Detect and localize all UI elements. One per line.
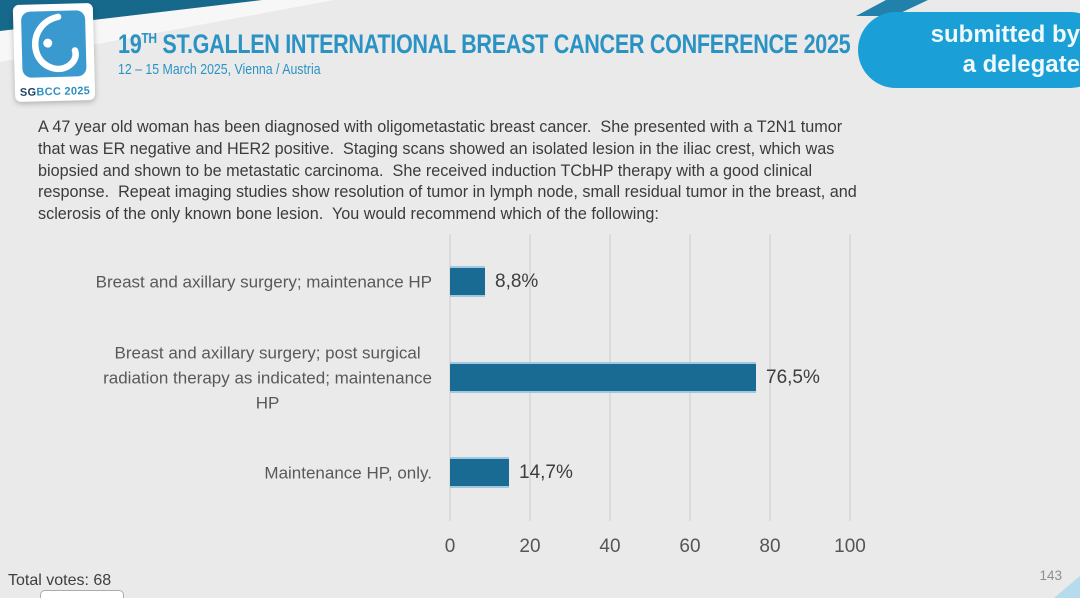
breast-logo-icon	[20, 10, 87, 78]
category-label: Breast and axillary surgery; maintenance…	[95, 272, 432, 292]
logo-caption-rest: BCC 2025	[36, 85, 91, 99]
bar	[450, 362, 756, 393]
conference-subtitle: 12 – 15 March 2025, Vienna / Austria	[118, 62, 321, 78]
badge-line1: submitted by	[930, 21, 1080, 48]
conference-logo: SGBCC 2025	[12, 2, 96, 103]
bar-value-label: 14,7%	[519, 462, 573, 483]
title-number: 19	[118, 29, 142, 59]
x-tick-label: 20	[519, 536, 541, 557]
title-superscript: TH	[141, 30, 157, 47]
x-gridline	[849, 234, 851, 521]
total-votes-label: Total votes: 68	[8, 572, 112, 589]
logo-caption: SGBCC 2025	[15, 85, 95, 99]
badge-line2: a delegate	[962, 51, 1080, 78]
bar	[450, 266, 485, 297]
x-tick-label: 0	[444, 536, 456, 557]
bar-value-label: 76,5%	[766, 367, 820, 388]
clipped-bottom-popup	[40, 590, 124, 598]
bar-value-label: 8,8%	[495, 271, 539, 292]
category-label: Breast and axillary surgery; post surgic…	[103, 343, 432, 413]
submitted-by-badge: submitted by a delegate	[858, 12, 1080, 88]
category-label: Maintenance HP, only.	[264, 463, 432, 483]
x-tick-label: 60	[679, 536, 701, 557]
title-text: ST.GALLEN INTERNATIONAL BREAST CANCER CO…	[156, 29, 851, 59]
x-tick-label: 100	[834, 536, 866, 557]
question-text: A 47 year old woman has been diagnosed w…	[38, 118, 857, 224]
conference-title: 19TH ST.GALLEN INTERNATIONAL BREAST CANC…	[118, 29, 1033, 60]
x-gridline	[769, 234, 771, 521]
slide-page-number: 143	[1039, 568, 1062, 583]
x-tick-label: 40	[599, 536, 621, 557]
logo-caption-sg: SG	[19, 86, 37, 99]
x-tick-label: 80	[759, 536, 781, 557]
bar	[450, 457, 509, 488]
